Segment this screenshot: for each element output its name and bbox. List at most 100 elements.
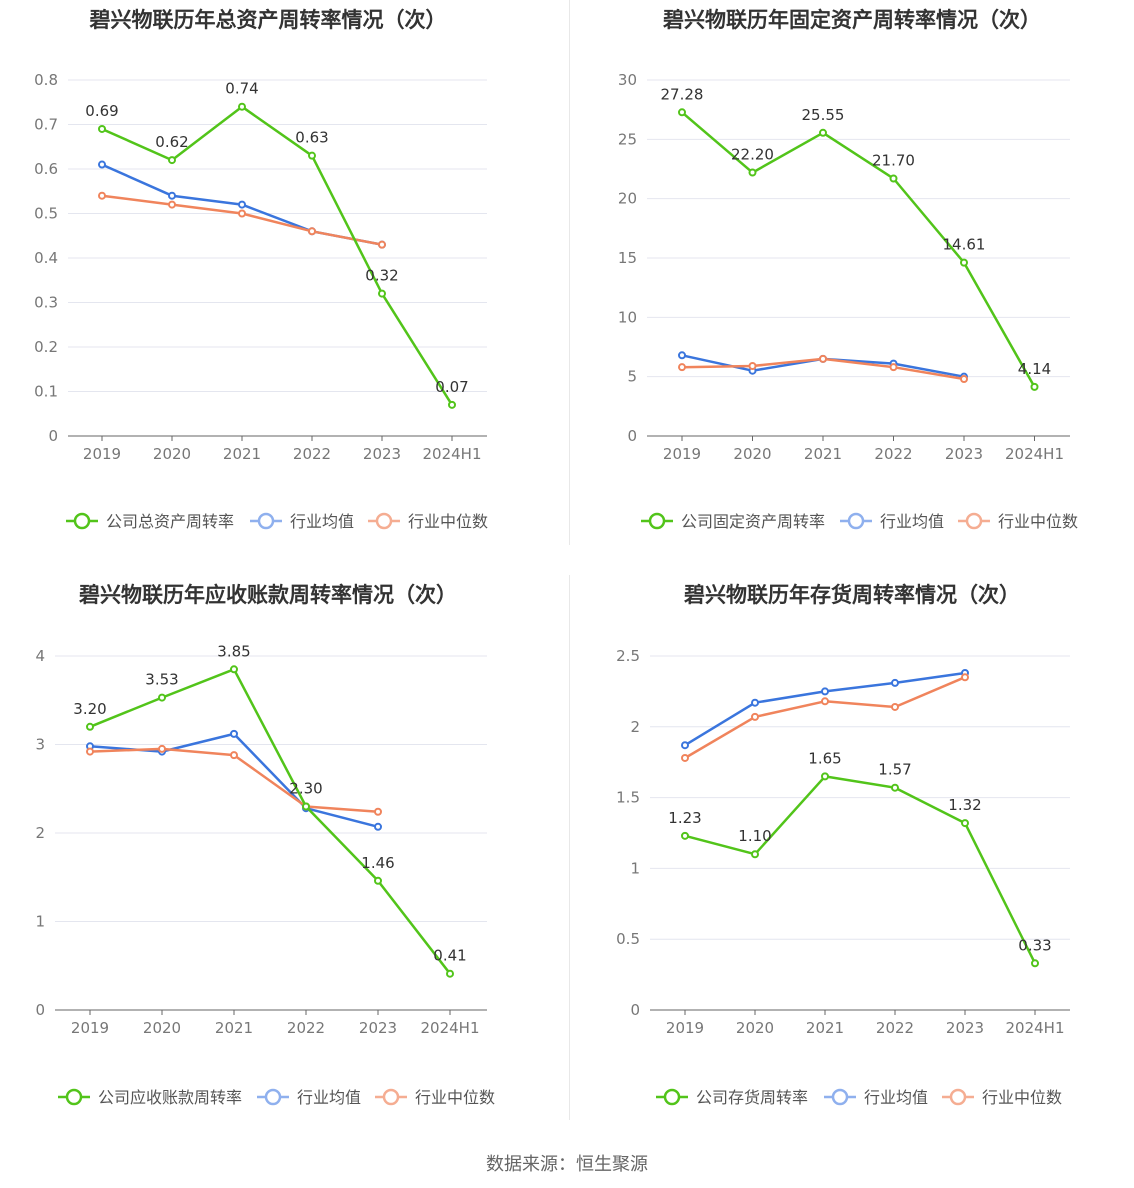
data-point[interactable] <box>751 698 759 707</box>
data-point[interactable] <box>681 753 689 762</box>
series-line-industry-average <box>89 732 379 829</box>
data-point[interactable] <box>378 240 386 249</box>
y-tick-label: 20 <box>618 190 637 208</box>
data-point[interactable] <box>748 361 757 370</box>
legend-label: 行业中位数 <box>408 512 488 531</box>
legend-item-company[interactable]: 公司存货周转率 <box>656 1088 808 1107</box>
legend-label: 公司总资产周转率 <box>106 512 234 531</box>
legend-item-company[interactable]: 公司总资产周转率 <box>66 512 234 531</box>
legend-label: 行业均值 <box>864 1088 928 1107</box>
data-point[interactable] <box>158 744 166 753</box>
y-tick-label: 2 <box>35 824 45 842</box>
data-point[interactable] <box>374 822 382 831</box>
y-tick-label: 1.5 <box>616 789 640 807</box>
x-tick-label: 2021 <box>223 445 261 463</box>
x-tick-label: 2022 <box>876 1019 914 1037</box>
data-point[interactable] <box>230 751 238 760</box>
y-tick-label: 10 <box>618 308 637 326</box>
data-point[interactable] <box>378 289 386 298</box>
data-point[interactable] <box>1031 959 1039 968</box>
data-point[interactable] <box>891 783 899 792</box>
data-point[interactable] <box>168 156 176 165</box>
legend-item-industry-median[interactable]: 行业中位数 <box>368 512 488 531</box>
data-point[interactable] <box>98 191 106 200</box>
data-point[interactable] <box>678 108 686 117</box>
legend-item-industry-average[interactable]: 行业均值 <box>257 1088 361 1107</box>
data-point[interactable] <box>168 200 176 209</box>
legend-label: 公司固定资产周转率 <box>681 512 825 531</box>
data-point[interactable] <box>681 831 689 840</box>
legend-label: 行业中位数 <box>982 1088 1062 1107</box>
data-point[interactable] <box>86 722 94 731</box>
data-label: 1.23 <box>668 809 701 827</box>
legend-item-company[interactable]: 公司应收账款周转率 <box>58 1088 242 1107</box>
y-tick-label: 0 <box>627 427 637 445</box>
data-label: 3.85 <box>217 642 250 660</box>
data-label: 0.63 <box>295 129 328 147</box>
data-point[interactable] <box>960 375 968 384</box>
data-point[interactable] <box>374 876 382 885</box>
legend-item-industry-median[interactable]: 行业中位数 <box>375 1088 495 1107</box>
data-point[interactable] <box>961 673 969 682</box>
data-point[interactable] <box>751 712 759 721</box>
data-point[interactable] <box>678 351 686 360</box>
data-point[interactable] <box>374 807 382 816</box>
data-point[interactable] <box>891 702 899 711</box>
data-point[interactable] <box>889 174 898 183</box>
y-tick-label: 30 <box>618 71 637 89</box>
data-point[interactable] <box>819 128 827 137</box>
data-point[interactable] <box>158 693 166 702</box>
data-point[interactable] <box>98 160 106 169</box>
data-point[interactable] <box>819 354 827 363</box>
data-point[interactable] <box>748 168 757 177</box>
data-point[interactable] <box>230 729 238 738</box>
data-point[interactable] <box>230 665 238 674</box>
data-point[interactable] <box>889 363 898 372</box>
data-point[interactable] <box>238 209 246 218</box>
data-point[interactable] <box>751 850 759 859</box>
data-point[interactable] <box>821 697 829 706</box>
legend-label: 行业均值 <box>290 512 354 531</box>
data-point[interactable] <box>961 819 969 828</box>
data-label: 0.33 <box>1018 936 1051 954</box>
y-tick-label: 2 <box>630 718 640 736</box>
data-label: 1.57 <box>878 761 911 779</box>
legend-marker-icon <box>264 1088 282 1106</box>
data-point[interactable] <box>308 227 316 236</box>
data-point[interactable] <box>238 102 246 111</box>
legend-item-industry-median[interactable]: 行业中位数 <box>958 512 1078 531</box>
legend-item-company[interactable]: 公司固定资产周转率 <box>641 512 825 531</box>
y-tick-label: 1 <box>630 859 640 877</box>
data-point[interactable] <box>821 687 829 696</box>
data-point[interactable] <box>1030 382 1039 391</box>
data-point[interactable] <box>446 969 454 978</box>
y-tick-label: 2.5 <box>616 647 640 665</box>
y-tick-label: 0.4 <box>34 249 58 267</box>
data-point[interactable] <box>960 258 968 267</box>
data-point[interactable] <box>678 363 686 372</box>
data-point[interactable] <box>302 802 310 811</box>
data-label: 2.30 <box>289 779 322 797</box>
data-point[interactable] <box>681 741 689 750</box>
legend-item-industry-average[interactable]: 行业均值 <box>840 512 944 531</box>
data-point[interactable] <box>448 400 456 409</box>
data-point[interactable] <box>308 151 316 160</box>
data-point[interactable] <box>891 678 899 687</box>
y-tick-label: 5 <box>627 368 637 386</box>
data-label: 22.20 <box>731 146 774 164</box>
legend-label: 行业中位数 <box>998 512 1078 531</box>
data-point[interactable] <box>821 772 829 781</box>
legend-item-industry-median[interactable]: 行业中位数 <box>942 1088 1062 1107</box>
legend-item-industry-average[interactable]: 行业均值 <box>250 512 354 531</box>
data-label: 21.70 <box>872 151 915 169</box>
data-point[interactable] <box>168 191 176 200</box>
x-tick-label: 2020 <box>736 1019 774 1037</box>
x-tick-label: 2023 <box>359 1019 397 1037</box>
y-tick-label: 0.5 <box>616 930 640 948</box>
y-tick-label: 0.2 <box>34 338 58 356</box>
data-point[interactable] <box>86 747 94 756</box>
data-point[interactable] <box>238 200 246 209</box>
data-point[interactable] <box>98 124 106 133</box>
legend-marker-icon <box>73 512 91 530</box>
legend-item-industry-average[interactable]: 行业均值 <box>824 1088 928 1107</box>
